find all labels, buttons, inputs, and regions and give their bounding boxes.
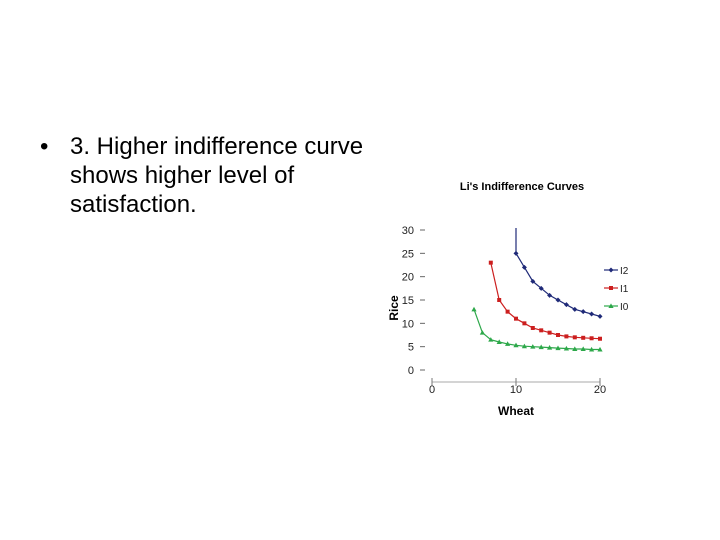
data-point — [514, 223, 519, 228]
legend-label: I1 — [620, 284, 629, 295]
data-point — [580, 309, 586, 315]
series-line — [515, 228, 601, 317]
y-tick-label: 5 — [408, 342, 414, 354]
series-line — [490, 262, 601, 340]
data-point — [513, 342, 519, 348]
data-point — [530, 344, 536, 349]
legend-item-i1: I1 — [604, 284, 629, 295]
data-point — [556, 333, 560, 337]
data-point — [563, 302, 569, 308]
data-point — [598, 336, 602, 341]
data-point — [505, 341, 511, 346]
data-point — [555, 297, 561, 303]
series-i0 — [471, 306, 603, 352]
data-point — [608, 303, 614, 308]
y-axis-label: Rice — [387, 295, 401, 321]
bullet-text: 3. Higher indifference curve shows highe… — [70, 133, 364, 218]
data-point — [505, 309, 510, 314]
data-point — [572, 346, 578, 351]
data-point — [530, 326, 535, 330]
x-tick-label: 20 — [594, 384, 606, 396]
data-point — [497, 298, 502, 302]
series-line — [473, 309, 600, 351]
data-point — [555, 345, 561, 351]
y-tick-label: 0 — [408, 365, 414, 377]
data-point — [514, 316, 518, 321]
legend-item-i2: I2 — [604, 266, 629, 277]
data-point — [471, 306, 477, 312]
data-point — [530, 278, 536, 284]
data-point — [597, 346, 603, 352]
x-axis-label: Wheat — [498, 404, 534, 418]
x-tick-label: 10 — [510, 384, 522, 396]
data-point — [521, 343, 527, 349]
bullet-point: • 3. Higher indifference curve shows hig… — [40, 132, 370, 219]
legend-label: I0 — [620, 302, 629, 313]
chart-title: Li's Indifference Curves — [460, 181, 584, 193]
data-point — [589, 336, 594, 341]
y-tick-label: 15 — [402, 295, 414, 307]
data-point — [521, 264, 527, 270]
data-point — [496, 339, 502, 344]
data-point — [538, 285, 544, 291]
data-point — [563, 345, 569, 351]
x-tick-label: 0 — [429, 384, 435, 396]
data-point — [547, 330, 552, 335]
series-i1 — [488, 260, 602, 341]
data-point — [608, 267, 614, 273]
legend-item-i0: I0 — [604, 302, 629, 313]
chart-legend: I2 I1 I0 — [604, 266, 629, 313]
data-point — [572, 306, 578, 312]
data-point — [479, 330, 485, 335]
data-point — [581, 335, 586, 340]
data-point — [513, 250, 519, 256]
y-tick-label: 10 — [402, 318, 414, 330]
data-point — [488, 260, 493, 265]
chart-axes: 0 5 10 15 20 25 30 0 10 20 — [402, 225, 606, 396]
data-point — [539, 328, 544, 333]
data-point — [572, 335, 577, 340]
y-tick-label: 25 — [402, 248, 414, 260]
chart-series — [471, 223, 603, 352]
legend-label: I2 — [620, 266, 629, 277]
data-point — [547, 292, 553, 298]
data-point — [589, 346, 595, 352]
data-point — [488, 337, 494, 342]
data-point — [580, 346, 586, 351]
indifference-curves-chart: Li's Indifference Curves Wheat Rice 0 5 10… — [387, 181, 629, 418]
data-point — [547, 345, 553, 350]
data-point — [564, 334, 569, 339]
bullet-dot: • — [40, 133, 49, 160]
data-point — [522, 321, 527, 326]
data-point — [589, 311, 595, 317]
data-point — [609, 286, 613, 290]
data-point — [538, 344, 544, 350]
y-tick-label: 20 — [402, 272, 414, 284]
series-i2 — [513, 223, 603, 319]
data-point — [597, 313, 603, 319]
y-tick-label: 30 — [402, 225, 414, 237]
